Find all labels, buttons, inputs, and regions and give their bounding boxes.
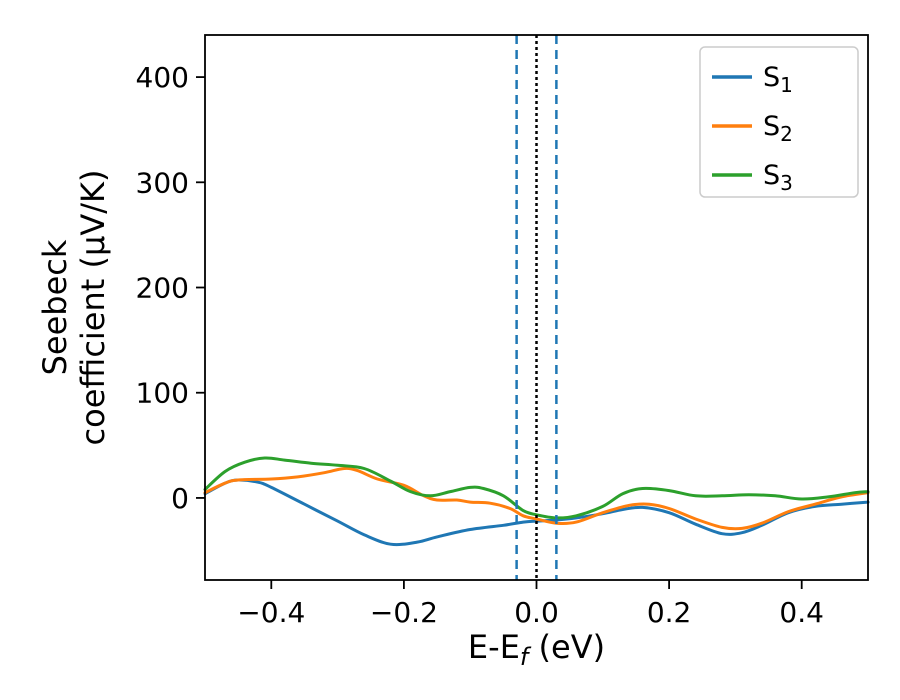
series-line-s3 [203, 456, 870, 520]
series-line-s2 [203, 466, 870, 531]
x-tick-label: 0.4 [779, 596, 824, 629]
x-tick-label: 0.2 [647, 596, 692, 629]
y-tick-label: 100 [136, 377, 189, 410]
y-tick-label: 0 [171, 482, 189, 515]
x-tick-label: −0.2 [370, 596, 438, 629]
legend-item-label: S2 [763, 111, 793, 146]
legend-item-label: S3 [763, 160, 793, 195]
legend-item: S1 [712, 62, 793, 97]
legend-box [699, 46, 859, 198]
y-tick-label: 400 [136, 61, 189, 94]
x-tick-label: 0.0 [514, 596, 559, 629]
x-tick-label: −0.4 [237, 596, 305, 629]
y-axis-label: Seebeckcoefficient (μV/K) [36, 170, 112, 446]
legend: S1 S2 S3 [699, 46, 859, 198]
x-axis-label: E-Ef (eV) [468, 628, 605, 671]
legend-item: S2 [712, 111, 793, 146]
y-tick-label: 200 [136, 272, 189, 305]
legend-item-label: S1 [763, 62, 793, 97]
legend-item: S3 [712, 160, 793, 195]
y-tick-label: 300 [136, 166, 189, 199]
